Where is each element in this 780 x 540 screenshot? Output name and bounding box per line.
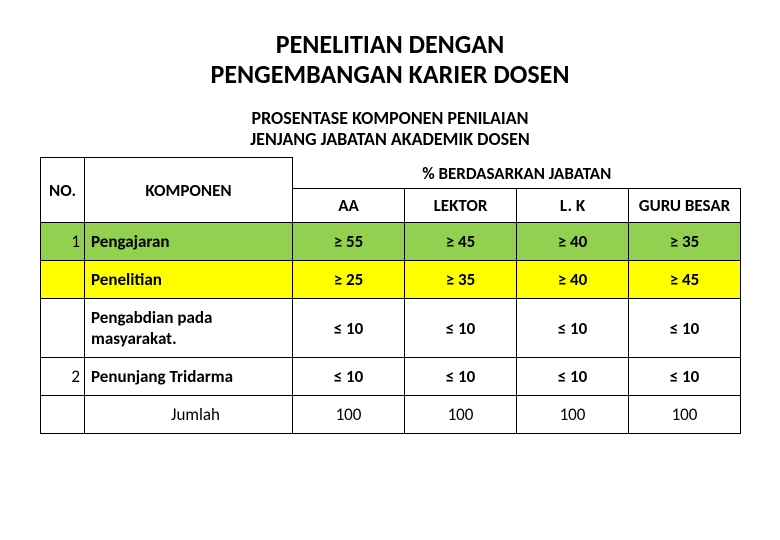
subtitle: PROSENTASE KOMPONEN PENILAIAN JENJANG JA… [40, 108, 740, 151]
cell-komponen: Penelitian [85, 261, 293, 299]
table-body: 1 Pengajaran ≥ 55 ≥ 45 ≥ 40 ≥ 35 Penelit… [41, 223, 741, 434]
header-gb: GURU BESAR [629, 189, 741, 223]
cell-lk: ≤ 10 [517, 299, 629, 358]
cell-aa: ≤ 10 [293, 299, 405, 358]
subtitle-line-1: PROSENTASE KOMPONEN PENILAIAN [252, 107, 529, 129]
cell-lk: ≤ 10 [517, 358, 629, 396]
header-row-1: NO. KOMPONEN % BERDASARKAN JABATAN [41, 157, 741, 189]
cell-gb: ≤ 10 [629, 358, 741, 396]
cell-lk: ≥ 40 [517, 223, 629, 261]
subtitle-line-2: JENJANG JABATAN AKADEMIK DOSEN [250, 128, 530, 150]
table-row: Penelitian ≥ 25 ≥ 35 ≥ 40 ≥ 45 [41, 261, 741, 299]
cell-lektor: ≤ 10 [405, 299, 517, 358]
cell-no [41, 299, 85, 358]
cell-no [41, 396, 85, 434]
cell-aa: ≥ 25 [293, 261, 405, 299]
main-title: PENELITIAN DENGAN PENGEMBANGAN KARIER DO… [40, 30, 740, 90]
cell-lektor: ≤ 10 [405, 358, 517, 396]
cell-lektor: ≥ 45 [405, 223, 517, 261]
assessment-table: NO. KOMPONEN % BERDASARKAN JABATAN AA LE… [40, 157, 741, 435]
header-aa: AA [293, 189, 405, 223]
cell-gb: ≤ 10 [629, 299, 741, 358]
cell-aa: ≤ 10 [293, 358, 405, 396]
cell-no [41, 261, 85, 299]
cell-gb: ≥ 35 [629, 223, 741, 261]
cell-komponen: Jumlah [85, 396, 293, 434]
table-row: Jumlah 100 100 100 100 [41, 396, 741, 434]
table-row: 2 Penunjang Tridarma ≤ 10 ≤ 10 ≤ 10 ≤ 10 [41, 358, 741, 396]
cell-lektor: 100 [405, 396, 517, 434]
cell-no: 1 [41, 223, 85, 261]
table-row: Pengabdian pada masyarakat. ≤ 10 ≤ 10 ≤ … [41, 299, 741, 358]
cell-gb: 100 [629, 396, 741, 434]
cell-komponen: Pengajaran [85, 223, 293, 261]
header-no: NO. [41, 157, 85, 223]
cell-lektor: ≥ 35 [405, 261, 517, 299]
header-lektor: LEKTOR [405, 189, 517, 223]
cell-gb: ≥ 45 [629, 261, 741, 299]
cell-lk: ≥ 40 [517, 261, 629, 299]
cell-aa: ≥ 55 [293, 223, 405, 261]
header-pct: % BERDASARKAN JABATAN [293, 157, 741, 189]
table-row: 1 Pengajaran ≥ 55 ≥ 45 ≥ 40 ≥ 35 [41, 223, 741, 261]
cell-lk: 100 [517, 396, 629, 434]
header-lk: L. K [517, 189, 629, 223]
document-container: PENELITIAN DENGAN PENGEMBANGAN KARIER DO… [0, 0, 780, 454]
title-line-1: PENELITIAN DENGAN [276, 28, 504, 60]
cell-no: 2 [41, 358, 85, 396]
header-komponen: KOMPONEN [85, 157, 293, 223]
cell-komponen: Pengabdian pada masyarakat. [85, 299, 293, 358]
cell-komponen: Penunjang Tridarma [85, 358, 293, 396]
cell-aa: 100 [293, 396, 405, 434]
title-line-2: PENGEMBANGAN KARIER DOSEN [211, 58, 570, 90]
